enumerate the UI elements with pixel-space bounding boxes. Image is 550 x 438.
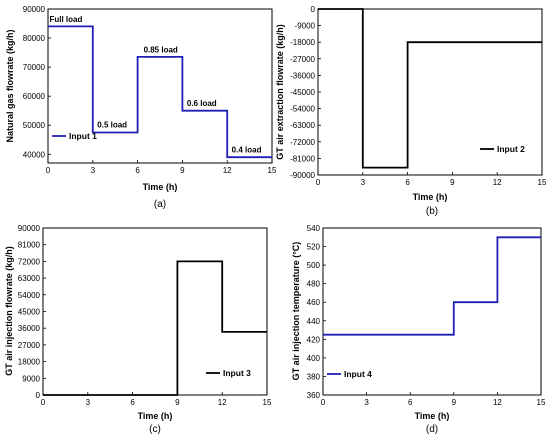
x-tick-label: 0 — [321, 398, 326, 407]
x-tick-label: 9 — [450, 178, 455, 187]
x-tick-label: 3 — [91, 166, 96, 175]
series-line-input-3 — [43, 260, 267, 396]
y-tick-label: -90000 — [290, 171, 315, 180]
y-tick-label: 440 — [307, 317, 321, 326]
legend-label: Input 4 — [344, 369, 372, 379]
x-tick-label: 9 — [452, 398, 457, 407]
y-tick-label: -54000 — [290, 105, 315, 114]
plot-area-d: 0 3 6 9 12 15 360 380 400 420 440 460 480 500 520 540 In… — [307, 224, 546, 407]
series-line-input-2 — [318, 8, 542, 169]
x-tick-label: 6 — [408, 398, 413, 407]
y-tick-label: 9000 — [22, 374, 40, 383]
annotation-label: 0.4 load — [232, 146, 262, 155]
x-tick-label: 6 — [135, 166, 140, 175]
x-tick-label: 15 — [538, 178, 547, 187]
x-tick-label: 3 — [361, 178, 366, 187]
x-tick-label: 6 — [130, 398, 135, 407]
y-axis-label-a: Natural gas flowrate (kg/h) — [5, 29, 15, 142]
y-tick-label: 540 — [307, 224, 321, 233]
y-tick-label: 40000 — [23, 150, 46, 159]
y-tick-label: -72000 — [290, 138, 315, 147]
y-tick-label: 90000 — [18, 224, 41, 233]
y-axis-label-b: GT air extraction flowrate (kg/h) — [275, 24, 285, 160]
y-tick-label: 36000 — [18, 324, 41, 333]
x-tick-label: 12 — [223, 166, 232, 175]
x-tick-label: 3 — [86, 398, 91, 407]
y-tick-label: -36000 — [290, 71, 315, 80]
y-tick-label: 81000 — [18, 241, 41, 250]
y-tick-label: 72000 — [18, 257, 41, 266]
caption-d: (d) — [426, 424, 438, 435]
y-tick-label: 0 — [311, 5, 316, 14]
annotation-label: 0.6 load — [187, 99, 217, 108]
x-tick-label: 12 — [493, 398, 502, 407]
y-tick-label: -27000 — [290, 55, 315, 64]
x-tick-label: 0 — [316, 178, 321, 187]
x-tick-label: 9 — [180, 166, 185, 175]
legend-label: Input 1 — [69, 131, 97, 141]
plot-area-c: 0 3 6 9 12 15 0 9000 18000 27000 36000 45000 54000 63… — [18, 224, 272, 407]
x-tick-label: 15 — [268, 166, 277, 175]
y-tick-label: 400 — [307, 354, 321, 363]
y-tick-label: -9000 — [295, 22, 316, 31]
y-tick-label: 520 — [307, 243, 321, 252]
x-tick-label: 9 — [175, 398, 180, 407]
chart-panel-d: 0 3 6 9 12 15 360 380 400 420 440 460 480 500 520 540 In… — [291, 224, 546, 435]
y-axis-label-d: GT air injection temperature (°C) — [291, 242, 301, 381]
y-tick-label: 60000 — [23, 92, 46, 101]
y-tick-label: 420 — [307, 335, 321, 344]
y-tick-label: 50000 — [23, 121, 46, 130]
x-axis-label-d: Time (h) — [415, 411, 450, 421]
x-tick-label: 6 — [405, 178, 410, 187]
y-tick-label: 90000 — [23, 5, 46, 14]
x-tick-label: 15 — [263, 398, 272, 407]
y-axis-label-c: GT air injection flowrate (kg/h) — [4, 246, 14, 376]
caption-a: (a) — [154, 199, 166, 210]
x-tick-label: 12 — [493, 178, 502, 187]
y-tick-label: 27000 — [18, 341, 41, 350]
annotation-label: Full load — [49, 15, 82, 24]
y-tick-label: 70000 — [23, 63, 46, 72]
x-tick-label: 0 — [41, 398, 46, 407]
x-axis-label-c: Time (h) — [138, 411, 173, 421]
y-tick-label: -18000 — [290, 38, 315, 47]
caption-b: (b) — [426, 206, 438, 217]
y-tick-label: 360 — [307, 391, 321, 400]
y-tick-label: 80000 — [23, 34, 46, 43]
plot-area-b: 0 3 6 9 12 15 0 -9000 -18000 -27000 -36000 -45000 -5… — [290, 5, 547, 187]
chart-panel-c: 0 3 6 9 12 15 0 9000 18000 27000 36000 45000 54000 63… — [4, 224, 272, 435]
chart-panel-a: 0 3 6 9 12 15 40000 50000 60000 70000 80000 90000 In… — [5, 5, 277, 210]
chart-panel-b: 0 3 6 9 12 15 0 -9000 -18000 -27000 -36000 -45000 -5… — [275, 5, 547, 217]
y-tick-label: 0 — [36, 391, 41, 400]
y-tick-label: 45000 — [18, 308, 41, 317]
series-line-input-1 — [48, 25, 272, 159]
plot-area-a: 0 3 6 9 12 15 40000 50000 60000 70000 80000 90000 In… — [23, 5, 277, 175]
annotation-label: 0.5 load — [97, 121, 127, 130]
y-tick-label: 380 — [307, 372, 321, 381]
plot-frame-a — [47, 8, 273, 164]
series-line-input-4 — [323, 236, 541, 336]
y-tick-label: -45000 — [290, 88, 315, 97]
y-tick-label: 500 — [307, 261, 321, 270]
y-tick-label: -81000 — [290, 154, 315, 163]
x-tick-label: 15 — [537, 398, 546, 407]
legend-label: Input 2 — [497, 144, 525, 154]
caption-c: (c) — [149, 424, 161, 435]
y-tick-label: 460 — [307, 298, 321, 307]
y-tick-label: -63000 — [290, 121, 315, 130]
x-tick-label: 12 — [218, 398, 227, 407]
x-axis-label-b: Time (h) — [413, 192, 448, 202]
x-tick-label: 3 — [364, 398, 369, 407]
y-tick-label: 54000 — [18, 291, 41, 300]
legend-label: Input 3 — [223, 368, 251, 378]
plot-frame-d — [322, 227, 542, 396]
x-tick-label: 0 — [46, 166, 51, 175]
y-tick-label: 480 — [307, 280, 321, 289]
x-axis-label-a: Time (h) — [143, 182, 178, 192]
y-tick-label: 63000 — [18, 274, 41, 283]
y-tick-label: 18000 — [18, 358, 41, 367]
annotation-label: 0.85 load — [144, 46, 178, 55]
